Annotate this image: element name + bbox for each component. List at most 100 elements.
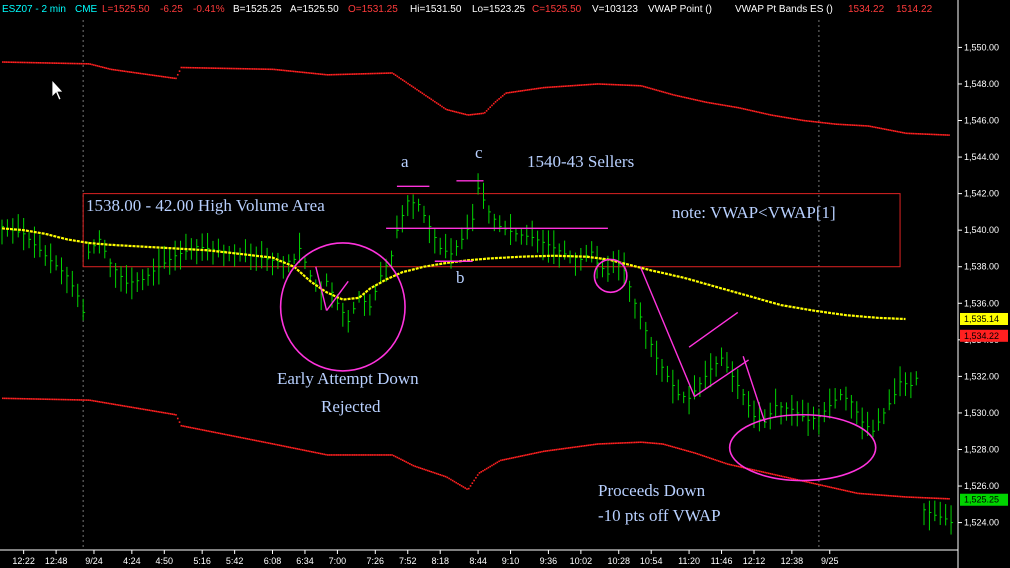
lower-band-dot xyxy=(471,482,474,484)
upper-band-dot xyxy=(66,62,68,65)
upper-band-dot xyxy=(846,124,849,126)
lower-band-dot xyxy=(655,442,658,445)
upper-band-dot xyxy=(939,133,941,136)
upper-band-dot xyxy=(298,71,300,73)
lower-band-dot xyxy=(689,450,691,453)
lower-band-dot xyxy=(312,451,315,453)
upper-band-dot xyxy=(775,115,777,117)
upper-band-dot xyxy=(421,92,424,95)
upper-band-dot xyxy=(867,125,870,127)
upper-band-dot xyxy=(339,73,342,76)
upper-band-dot xyxy=(196,67,199,69)
lower-band-dot xyxy=(864,493,866,495)
upper-band-dot xyxy=(134,71,136,74)
lower-band-dot xyxy=(933,497,936,500)
upper-band-dot xyxy=(896,130,899,133)
upper-band-dot xyxy=(751,110,754,112)
upper-band-dot xyxy=(466,113,468,116)
upper-band-dot xyxy=(651,88,654,90)
upper-band-dot xyxy=(18,61,20,64)
lower-band-dot xyxy=(637,441,640,444)
lower-band-dot xyxy=(517,455,520,458)
lower-band-dot xyxy=(237,436,240,438)
upper-band-dot xyxy=(459,112,461,114)
upper-band-dot xyxy=(153,74,156,77)
lower-band-dot xyxy=(789,477,791,479)
upper-band-dot xyxy=(933,133,936,136)
upper-band-dot xyxy=(891,129,893,132)
lower-band-dot xyxy=(214,431,217,434)
lower-band-dot xyxy=(564,447,566,450)
upper-band-dot xyxy=(10,61,13,64)
upper-band-dot xyxy=(46,62,49,64)
label-c: c xyxy=(475,143,483,162)
upper-band-dot xyxy=(250,68,252,70)
upper-band-dot xyxy=(898,131,900,133)
lower-band-dot xyxy=(141,408,143,410)
header-volume: V=103123 xyxy=(592,4,638,15)
upper-band-dot xyxy=(467,114,470,116)
upper-band-dot xyxy=(744,108,747,111)
lower-band-dot xyxy=(675,446,677,449)
lower-band-dot xyxy=(216,432,218,434)
lower-band-dot xyxy=(669,445,672,447)
upper-band-dot xyxy=(35,61,38,64)
upper-band-dot xyxy=(201,67,204,69)
y-tick-label: 1,544.00 xyxy=(964,152,999,162)
lower-band-dot xyxy=(853,491,856,494)
lower-band-dot xyxy=(751,468,754,471)
lower-band-dot xyxy=(453,480,456,483)
upper-band-dot xyxy=(708,102,711,104)
lower-band-dot xyxy=(350,454,352,456)
upper-band-dot xyxy=(575,84,577,87)
lower-band-dot xyxy=(241,436,243,439)
lower-band-dot xyxy=(305,449,308,452)
upper-band-dot xyxy=(551,86,554,88)
lower-band-dot xyxy=(867,493,870,495)
upper-band-dot xyxy=(73,62,76,65)
upper-band-dot xyxy=(105,67,108,69)
lower-band-dot xyxy=(559,448,561,450)
lower-band-dot xyxy=(66,398,68,401)
lower-band-dot xyxy=(725,462,727,465)
upper-band-dot xyxy=(948,134,950,136)
upper-band-dot xyxy=(103,66,106,69)
lower-band-dot xyxy=(555,448,558,451)
upper-band-dot xyxy=(733,106,736,108)
upper-band-dot xyxy=(619,84,622,86)
upper-band-dot xyxy=(162,75,165,78)
lower-band-dot xyxy=(10,397,13,400)
upper-band-dot xyxy=(68,62,70,65)
lower-band-dot xyxy=(560,448,563,450)
upper-band-dot xyxy=(678,95,681,98)
lower-band-dot xyxy=(757,470,759,472)
upper-band-dot xyxy=(548,86,550,89)
x-tick-label: 9:10 xyxy=(502,556,520,566)
y-tick-label: 1,536.00 xyxy=(964,298,999,308)
lower-band-dot xyxy=(451,479,454,482)
upper-band-dot xyxy=(357,73,359,75)
vwap-bands xyxy=(2,61,950,500)
upper-band-dot xyxy=(739,107,741,109)
upper-band-dot xyxy=(941,134,943,136)
upper-band-dot xyxy=(78,62,81,65)
upper-band-dot xyxy=(475,113,477,115)
lower-band-dot xyxy=(735,465,738,467)
upper-band-dot xyxy=(785,116,788,119)
lower-band-dot xyxy=(69,398,72,401)
lower-band-dot xyxy=(298,448,300,451)
lower-band-dot xyxy=(253,439,256,442)
lower-band-dot xyxy=(375,454,377,456)
value-labels: 1,535.14 1,534.22 1,525.25 xyxy=(960,312,1008,506)
x-tick-label: 10:28 xyxy=(607,556,630,566)
upper-band-dot xyxy=(642,85,645,88)
upper-band-dot xyxy=(191,66,193,69)
lower-band-dot xyxy=(7,397,9,400)
upper-band-dot xyxy=(266,68,268,71)
upper-band-dot xyxy=(917,133,920,135)
lower-band-dot xyxy=(278,444,281,447)
lower-band-dot xyxy=(153,410,156,412)
lower-band-dot xyxy=(84,399,86,401)
lower-band-dot xyxy=(844,489,847,492)
